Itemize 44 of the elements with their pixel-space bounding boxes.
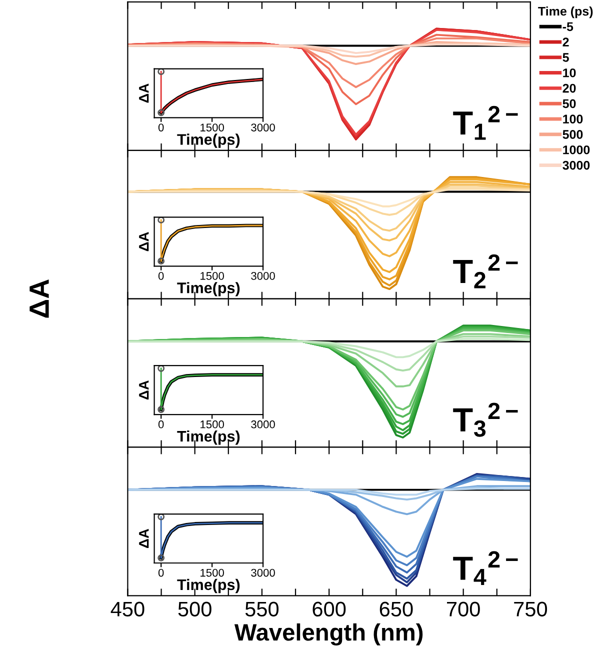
x-tick-label: 0 xyxy=(158,568,164,577)
legend-label: 5 xyxy=(562,53,569,62)
legend-title: Time (ps) xyxy=(538,6,593,18)
legend-label: 2 xyxy=(562,38,569,46)
legend-label: 1000 xyxy=(563,145,590,154)
x-tick-label: 450 xyxy=(110,602,144,617)
annotation: T$_{1}$$^{2−}$ xyxy=(453,106,518,140)
x-tick-label: 1500 xyxy=(200,568,224,577)
legend-label: 3000 xyxy=(562,160,590,170)
annotation: T$_{3}$$^{2−}$ xyxy=(453,402,518,437)
legend-label: 100 xyxy=(563,114,583,124)
x-axis-title: Wavelength (nm) xyxy=(234,623,423,646)
x-tick-label: 3000 xyxy=(251,272,275,280)
legend-label: 500 xyxy=(562,130,583,139)
x-tick-label: 700 xyxy=(447,602,480,617)
legend-label: 20 xyxy=(562,84,576,93)
x-tick-label: 650 xyxy=(380,602,413,617)
x-tick-label: 0 xyxy=(158,420,164,428)
x-tick-label: 500 xyxy=(178,602,212,617)
legend-label: 10 xyxy=(563,68,576,78)
y-axis-title: ΔA xyxy=(139,528,149,548)
x-tick-label: 3000 xyxy=(251,568,275,577)
x-tick-label: 1500 xyxy=(200,272,224,280)
x-axis-title: Time(ps) xyxy=(177,430,240,445)
x-axis-title: Time(ps) xyxy=(177,282,240,296)
x-tick-label: 3000 xyxy=(251,420,275,428)
x-tick-label: 3000 xyxy=(251,124,275,132)
y-axis-title: ΔA xyxy=(139,232,149,252)
x-tick-label: 0 xyxy=(158,124,164,132)
annotation: T$_{2}$$^{2−}$ xyxy=(453,254,518,288)
y-axis-title: ΔA xyxy=(139,380,149,400)
x-tick-label: 1500 xyxy=(200,124,224,132)
legend-label: 50 xyxy=(562,99,576,108)
x-axis-title: Time(ps) xyxy=(177,134,240,148)
y-axis-title: ΔA xyxy=(139,84,149,103)
x-axis-title: Time(ps) xyxy=(177,578,240,594)
x-tick-label: 0 xyxy=(158,272,164,280)
x-tick-label: 750 xyxy=(514,602,548,617)
y-axis-title: ΔA xyxy=(30,280,49,318)
x-tick-label: 550 xyxy=(245,602,279,617)
x-tick-label: 1500 xyxy=(200,420,224,428)
legend-label: -5 xyxy=(562,22,574,32)
x-tick-label: 600 xyxy=(312,602,346,617)
annotation: T$_{4}$$^{2−}$ xyxy=(453,551,518,586)
